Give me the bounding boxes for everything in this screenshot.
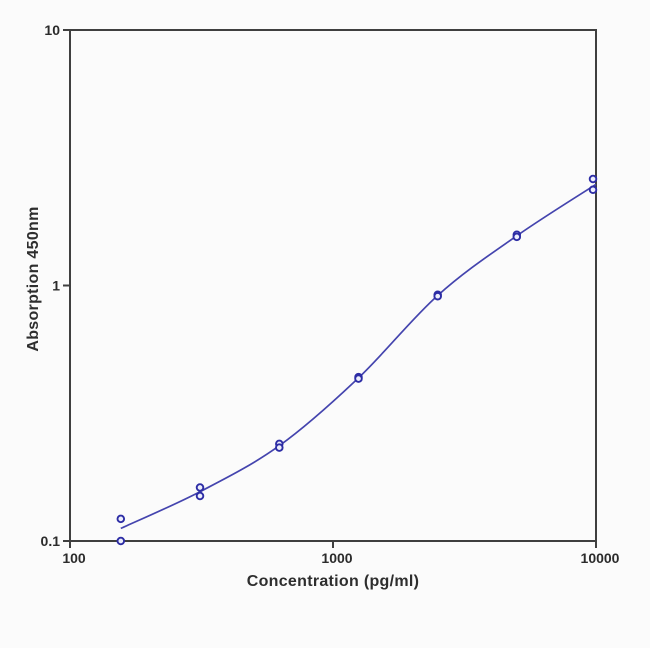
fit-curve: [120, 183, 597, 530]
data-point: [588, 185, 598, 195]
data-point: [116, 514, 126, 524]
x-tick-label: 10000: [581, 550, 620, 566]
data-point: [116, 536, 126, 546]
data-point: [588, 174, 598, 184]
data-point: [195, 483, 205, 492]
data-point: [512, 232, 522, 242]
data-point: [195, 491, 205, 501]
x-tick-label: 100: [62, 550, 86, 566]
data-point: [433, 291, 442, 301]
plot-frame: [69, 29, 597, 542]
data-point: [275, 443, 284, 452]
data-point: [354, 374, 363, 383]
y-tick-label: 10: [44, 22, 60, 38]
y-tick-label: 0.1: [41, 533, 61, 549]
y-axis-title: Absorption 450nm: [25, 206, 42, 352]
x-axis-title: Concentration (pg/ml): [246, 573, 420, 590]
x-tick-label: 1000: [321, 550, 352, 566]
y-tick-label: 1: [52, 278, 60, 294]
